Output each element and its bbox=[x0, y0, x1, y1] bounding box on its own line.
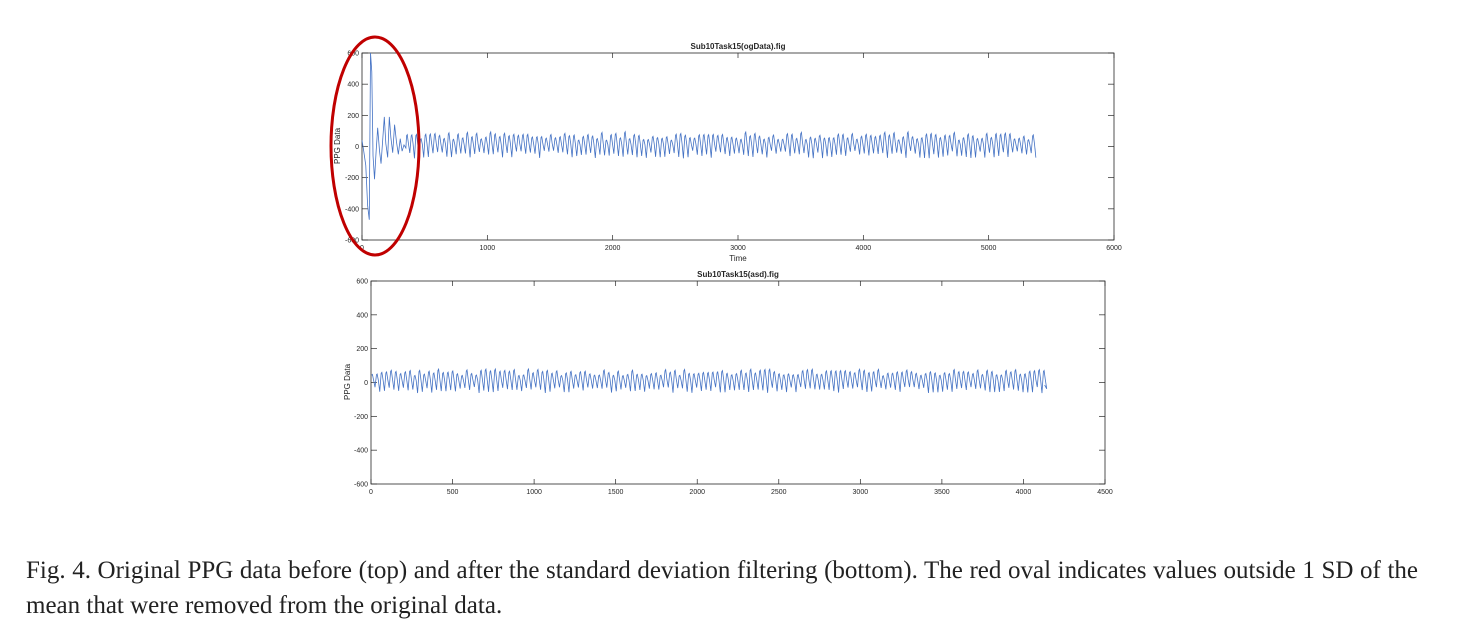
x-tick-label: 3500 bbox=[934, 489, 950, 496]
x-tick-label: 6000 bbox=[1106, 245, 1122, 252]
ppg-series-line bbox=[371, 367, 1048, 394]
chart-original-data: Sub10Task15(ogData).fig PPG Data Time 0 1… bbox=[329, 35, 1122, 263]
x-tick-label: 3000 bbox=[853, 489, 869, 496]
x-tick-label: 3000 bbox=[730, 245, 746, 252]
y-tick-label: 200 bbox=[347, 113, 359, 120]
y-tick-label: 0 bbox=[355, 144, 359, 151]
x-tick-label: 2000 bbox=[605, 245, 621, 252]
y-tick-label: 600 bbox=[347, 51, 359, 58]
y-tick-label: 400 bbox=[356, 312, 368, 319]
x-tick-label: 2500 bbox=[771, 489, 787, 496]
y-tick-label: 600 bbox=[356, 279, 368, 286]
x-ticks: 0 1000 2000 3000 4000 5000 6000 bbox=[360, 53, 1122, 252]
y-axis-label: PPG Data bbox=[343, 363, 352, 400]
y-tick-label: -200 bbox=[345, 175, 359, 182]
chart-title: Sub10Task15(asd).fig bbox=[697, 270, 779, 279]
x-tick-label: 4000 bbox=[856, 245, 872, 252]
outlier-highlight-oval bbox=[329, 35, 421, 257]
chart-filtered-data: Sub10Task15(asd).fig PPG Data 0 500 1000 15… bbox=[343, 270, 1113, 496]
y-tick-label: 400 bbox=[347, 82, 359, 89]
figure-caption: Fig. 4. Original PPG data before (top) a… bbox=[26, 557, 1418, 619]
x-tick-label: 4000 bbox=[1016, 489, 1032, 496]
x-tick-label: 0 bbox=[369, 489, 373, 496]
y-axis-label: PPG Data bbox=[333, 127, 342, 164]
ppg-series-line bbox=[361, 52, 1037, 220]
x-tick-label: 500 bbox=[447, 489, 459, 496]
x-axis-label: Time bbox=[729, 254, 747, 263]
y-tick-label: 0 bbox=[364, 380, 368, 387]
x-tick-label: 1000 bbox=[480, 245, 496, 252]
y-tick-label: 200 bbox=[356, 346, 368, 353]
y-tick-label: -200 bbox=[354, 414, 368, 421]
x-tick-label: 1500 bbox=[608, 489, 624, 496]
x-tick-label: 2000 bbox=[689, 489, 705, 496]
x-tick-label: 5000 bbox=[981, 245, 997, 252]
y-tick-label: -400 bbox=[354, 448, 368, 455]
x-tick-label: 4500 bbox=[1097, 489, 1113, 496]
y-tick-label: -400 bbox=[345, 206, 359, 213]
chart-title: Sub10Task15(ogData).fig bbox=[691, 42, 786, 51]
x-tick-label: 1000 bbox=[526, 489, 542, 496]
x-ticks: 0 500 1000 1500 2000 2500 3000 3500 4000 4500 bbox=[369, 281, 1113, 496]
y-tick-label: -600 bbox=[354, 482, 368, 489]
